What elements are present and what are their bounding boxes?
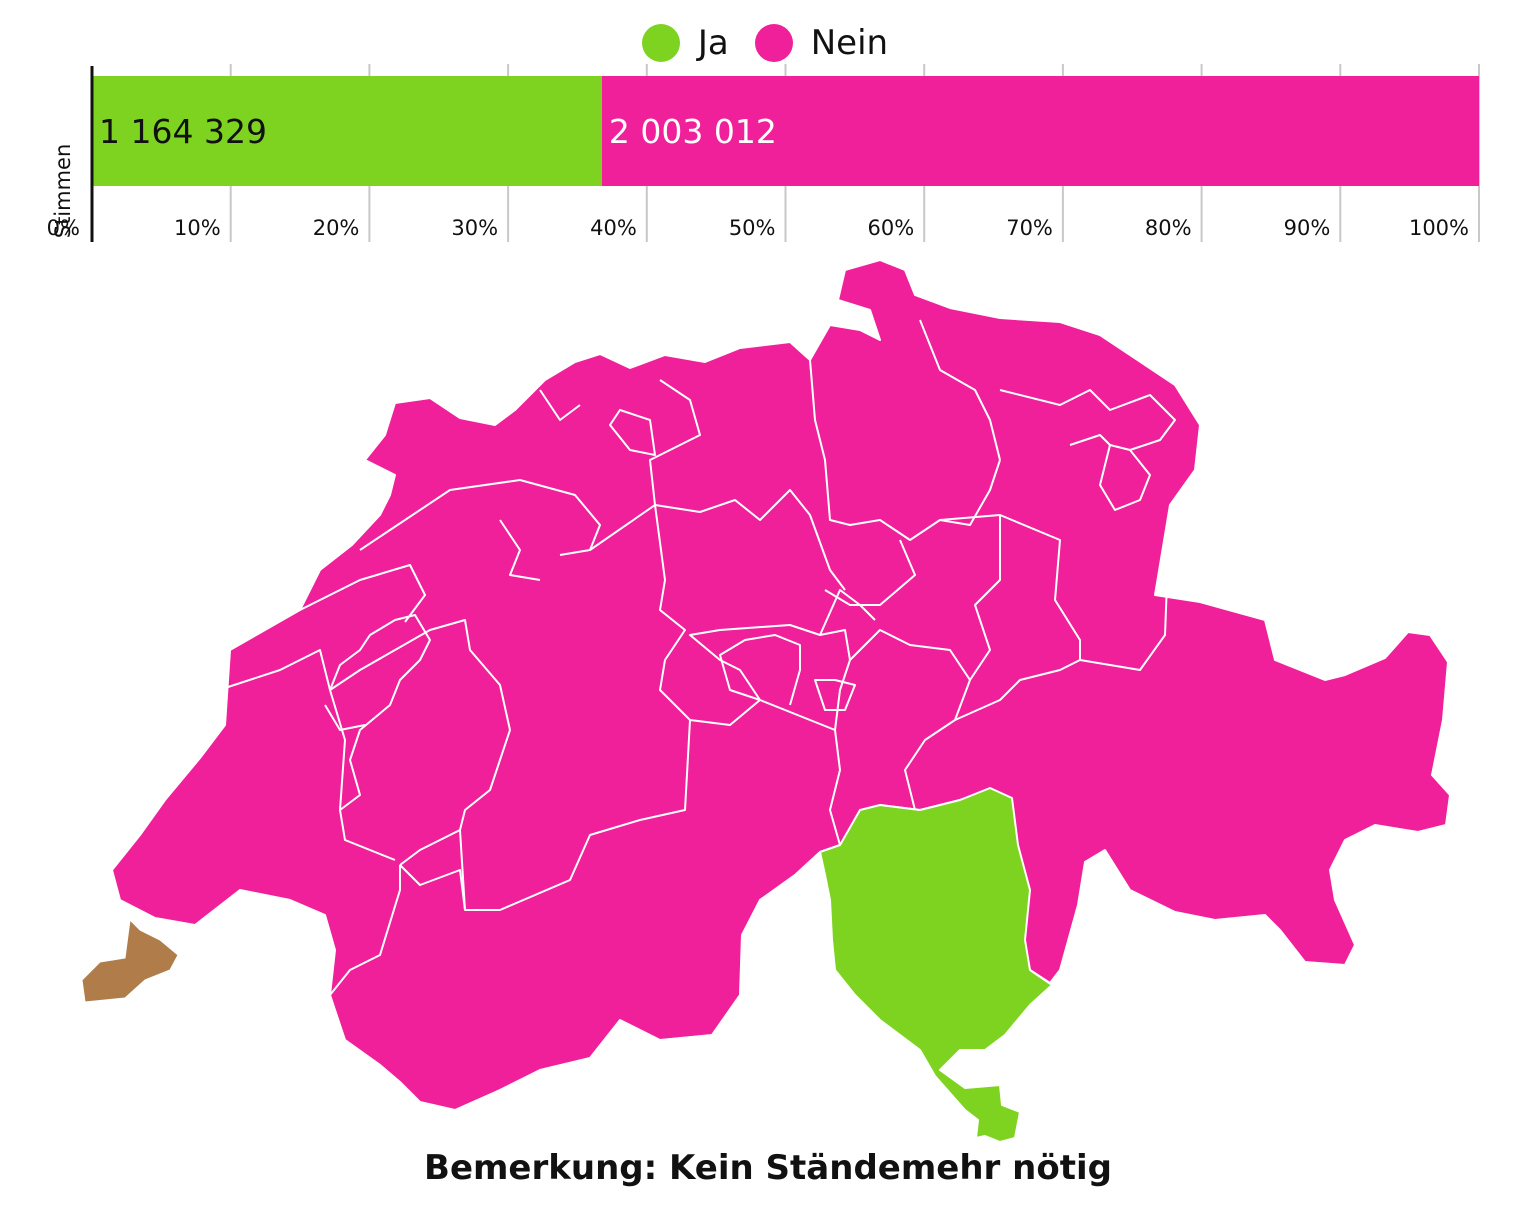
legend-label-nein: Nein <box>810 23 889 63</box>
x-tick-label: 100% <box>1409 216 1469 240</box>
canton-borders <box>224 319 1176 996</box>
map-region-geneva <box>81 919 179 1003</box>
legend-dot-ja <box>641 24 680 62</box>
bars <box>92 76 1479 186</box>
bar-nein <box>601 76 1479 186</box>
x-tick-label: 30% <box>451 216 498 240</box>
chart-legend: Ja Nein <box>0 18 1536 68</box>
x-tick-label: 0% <box>47 216 80 240</box>
x-tick-label: 40% <box>590 216 637 240</box>
map-region-ticino-ja <box>819 787 1053 1143</box>
legend-label-ja: Ja <box>697 23 729 63</box>
switzerland-canton-map <box>81 259 1451 1143</box>
legend-dot-nein <box>754 24 793 62</box>
stacked-bar-chart: 1 164 329 2 003 012 0% 10% 20% 30% 40% 50% 60% 7… <box>47 64 1480 242</box>
x-tick-label: 60% <box>868 216 915 240</box>
bar-label-nein: 2 003 012 <box>609 112 777 151</box>
bar-labels: 1 164 329 2 003 012 <box>99 112 777 151</box>
x-tick-label: 10% <box>174 216 221 240</box>
y-axis-label: Stimmen <box>51 144 75 239</box>
map-region-nein <box>111 259 1451 1111</box>
x-tick-label: 70% <box>1006 216 1053 240</box>
x-tick-label: 20% <box>313 216 360 240</box>
x-tick-label: 50% <box>729 216 776 240</box>
chart-note: Bemerkung: Kein Ständemehr nötig <box>424 1148 1112 1188</box>
tick-labels: 0% 10% 20% 30% 40% 50% 60% 70% 80% 90% 100% <box>47 216 1469 240</box>
x-tick-label: 80% <box>1145 216 1192 240</box>
legend-item-nein: Nein <box>754 23 889 63</box>
bar-label-ja: 1 164 329 <box>99 112 267 151</box>
x-tick-label: 90% <box>1284 216 1331 240</box>
bar-ja <box>92 76 602 186</box>
legend-item-ja: Ja <box>641 23 729 63</box>
